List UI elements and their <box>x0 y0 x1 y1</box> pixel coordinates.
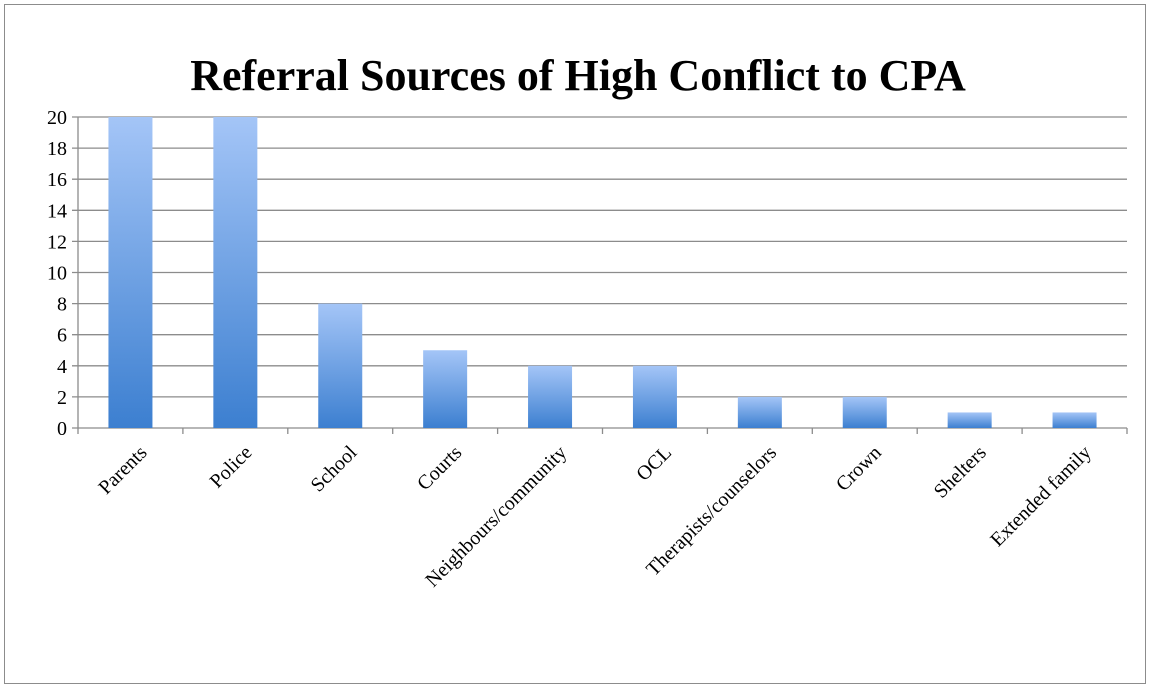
x-category-label: Extended family <box>986 442 1095 551</box>
y-tick-label: 20 <box>47 107 67 129</box>
bar-police <box>213 117 258 428</box>
x-category-label: School <box>307 441 362 496</box>
bar-shelters <box>947 412 992 428</box>
x-category-labels: Parents Police School CourtsNeighbours/comm… <box>94 441 1095 591</box>
y-tick-label: 8 <box>57 294 67 316</box>
y-tick-label: 14 <box>47 200 67 222</box>
y-tick-label: 12 <box>47 231 67 253</box>
x-category-label: Parents <box>94 441 151 498</box>
bar-school <box>318 303 363 428</box>
y-tick-label: 16 <box>47 169 67 191</box>
x-category-label: Courts <box>413 441 466 494</box>
x-category-label: Crown <box>832 442 886 496</box>
y-tick-label: 4 <box>57 356 67 378</box>
chart-title: Referral Sources of High Conflict to CPA <box>190 51 966 100</box>
axes <box>77 117 1128 434</box>
bar-ocl <box>632 365 677 428</box>
y-tick-label: 6 <box>57 325 67 347</box>
x-category-label: Police <box>206 442 257 493</box>
bar-parents <box>108 117 153 428</box>
bars <box>108 117 1097 428</box>
bar-therapists-counselors <box>737 396 782 428</box>
bar-neighbours-community <box>528 365 573 428</box>
bar-courts <box>423 350 468 428</box>
y-tick-label: 10 <box>47 263 67 285</box>
bar-crown <box>842 396 887 428</box>
y-tick-label: 18 <box>47 138 67 160</box>
y-tick-labels: 0 2 4 6 8 10 12 14 16 18 20 <box>47 107 67 440</box>
y-tick-label: 0 <box>57 418 67 440</box>
y-tick-label: 2 <box>57 387 67 409</box>
x-category-label: Shelters <box>930 441 991 502</box>
x-category-label: OCL <box>632 442 676 486</box>
bar-extended-family <box>1052 412 1097 428</box>
